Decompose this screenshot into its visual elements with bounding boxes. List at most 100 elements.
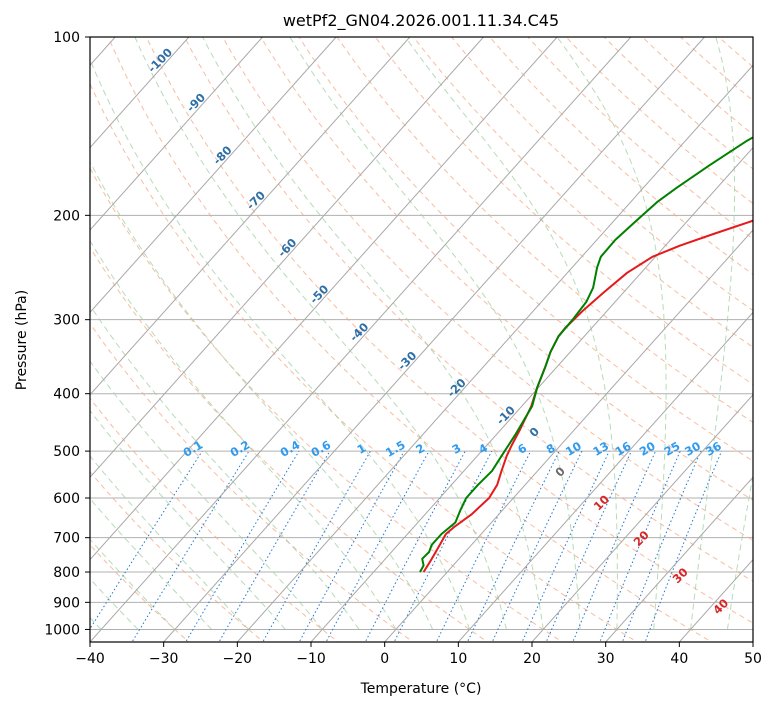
y-tick-label: 700 bbox=[53, 531, 80, 547]
mixing-ratio-layer bbox=[90, 450, 723, 642]
mixing-ratio-line bbox=[621, 450, 702, 642]
mixing-ratio-label: 13 bbox=[590, 439, 611, 459]
dewpoint-profile-line bbox=[419, 136, 753, 573]
moist-adiabat-line bbox=[90, 360, 323, 630]
dry-adiabat-line bbox=[527, 37, 753, 240]
x-tick-label: −40 bbox=[75, 651, 105, 667]
mixing-ratio-line bbox=[185, 450, 300, 642]
isotherm-line bbox=[90, 37, 190, 149]
isotherm-line bbox=[90, 37, 263, 231]
moist-adiabat-line bbox=[90, 239, 397, 630]
mixing-ratio-label: 2 bbox=[413, 441, 427, 457]
y-tick-label: 900 bbox=[53, 595, 80, 611]
moist-adiabat-line bbox=[90, 160, 434, 630]
mixing-ratio-label: 16 bbox=[613, 439, 634, 459]
isotherm-line bbox=[678, 558, 753, 642]
moist-adiabat-line bbox=[556, 37, 667, 630]
x-tick-label: −30 bbox=[149, 651, 179, 667]
dry-adiabat-line bbox=[90, 322, 414, 642]
dry-adiabat-label: -20 bbox=[444, 376, 469, 401]
mixing-ratio-line bbox=[545, 450, 632, 642]
dry-adiabat-line bbox=[450, 37, 753, 312]
dry-adiabat-line bbox=[603, 37, 753, 170]
mixing-ratio-line bbox=[572, 450, 657, 642]
moist-adiabat-line bbox=[289, 37, 581, 630]
x-tick-label: 10 bbox=[449, 651, 467, 667]
mixing-ratio-label: 0.4 bbox=[278, 438, 303, 460]
dry-adiabat-line bbox=[374, 37, 753, 386]
moist-adiabat-line bbox=[90, 409, 286, 630]
x-tick-label: 20 bbox=[523, 651, 541, 667]
mixing-ratio-label: 20 bbox=[637, 439, 658, 459]
dry-adiabat-line bbox=[336, 37, 753, 423]
isotherm-line bbox=[310, 146, 753, 642]
dry-adiabat-label: -70 bbox=[243, 188, 268, 213]
moist-adiabat-line bbox=[690, 37, 736, 630]
dry-adiabat-line bbox=[107, 37, 713, 642]
moist-adiabats-layer bbox=[90, 37, 753, 630]
isotherm-line bbox=[163, 37, 705, 642]
dry-adiabat-line bbox=[742, 24, 775, 645]
x-tick-label: 30 bbox=[597, 651, 615, 667]
x-tick-label: 40 bbox=[670, 651, 688, 667]
dry-adiabat-line bbox=[412, 37, 753, 348]
dry-adiabat-line bbox=[298, 37, 753, 462]
mixing-ratio-label: 10 bbox=[563, 439, 584, 459]
dry-adiabat-label: 0 bbox=[526, 424, 542, 440]
mixing-ratio-line bbox=[325, 450, 430, 642]
dry-adiabat-line bbox=[90, 82, 638, 642]
isotherm-line bbox=[90, 37, 337, 314]
isotherm-line bbox=[384, 229, 753, 642]
mixing-ratio-label: 3 bbox=[450, 441, 464, 457]
dry-adiabat-label: -90 bbox=[184, 90, 209, 115]
mixing-ratio-line bbox=[393, 450, 493, 642]
mixing-ratio-line bbox=[218, 450, 331, 642]
dry-adiabat-line bbox=[260, 37, 753, 501]
dry-adiabat-label: -100 bbox=[145, 45, 175, 75]
dry-adiabat-line bbox=[90, 246, 489, 642]
x-tick-label: 0 bbox=[380, 651, 389, 667]
x-tick-label: 50 bbox=[744, 651, 762, 667]
mixing-ratio-line bbox=[262, 450, 371, 642]
mixing-ratio-line bbox=[131, 450, 250, 642]
background-labels-layer: -100-90-80-70-60-50-40-30-20-1000.1 0.2 0.… bbox=[145, 45, 731, 617]
y-tick-label: 1000 bbox=[44, 622, 80, 638]
y-tick-label: 500 bbox=[53, 444, 80, 460]
dry-adiabat-line bbox=[183, 37, 753, 582]
dry-adiabat-label: -50 bbox=[307, 282, 332, 307]
mixing-ratio-label: 0.2 bbox=[228, 438, 253, 460]
moist-adiabat-line bbox=[202, 37, 544, 630]
grid-layer bbox=[90, 37, 753, 630]
mixing-ratio-line bbox=[364, 450, 466, 642]
isotherm-line bbox=[90, 37, 632, 642]
dry-adiabat-line bbox=[90, 470, 265, 642]
dry-adiabat-line bbox=[90, 166, 564, 642]
mixing-ratio-label: 25 bbox=[662, 439, 683, 459]
isotherm-line bbox=[605, 476, 753, 642]
mixing-ratio-line bbox=[644, 450, 723, 642]
x-tick-label: −10 bbox=[296, 651, 326, 667]
isotherm-line bbox=[90, 37, 558, 561]
mixing-ratio-label: 1 bbox=[355, 441, 369, 457]
mixing-ratio-line bbox=[298, 450, 405, 642]
y-tick-label: 600 bbox=[53, 491, 80, 507]
plot-frame bbox=[89, 36, 754, 643]
moist-adiabat-label: 10 bbox=[591, 492, 612, 513]
y-tick-label: 400 bbox=[53, 387, 80, 403]
chart-title: wetPf2_GN04.2026.001.11.34.C45 bbox=[283, 11, 559, 31]
y-axis-label: Pressure (hPa) bbox=[14, 290, 30, 390]
temperature-profile-line bbox=[422, 219, 753, 573]
isotherms-layer bbox=[90, 37, 753, 642]
axes-layer: −40 −30 −20 −10 0 10 20 30 40 5010020030040050060… bbox=[44, 30, 762, 667]
moist-adiabat-label: 20 bbox=[631, 528, 652, 549]
moist-adiabat-line bbox=[134, 37, 507, 630]
dry-adiabat-label: -60 bbox=[275, 235, 300, 260]
dry-adiabats-layer bbox=[90, 24, 775, 645]
moist-adiabat-label: 30 bbox=[670, 565, 691, 586]
dry-adiabat-line bbox=[90, 397, 340, 642]
dry-adiabat-line bbox=[145, 37, 753, 624]
dry-adiabat-line bbox=[222, 37, 753, 541]
y-tick-label: 800 bbox=[53, 565, 80, 581]
y-tick-label: 100 bbox=[53, 30, 80, 46]
mixing-ratio-line bbox=[491, 450, 583, 642]
